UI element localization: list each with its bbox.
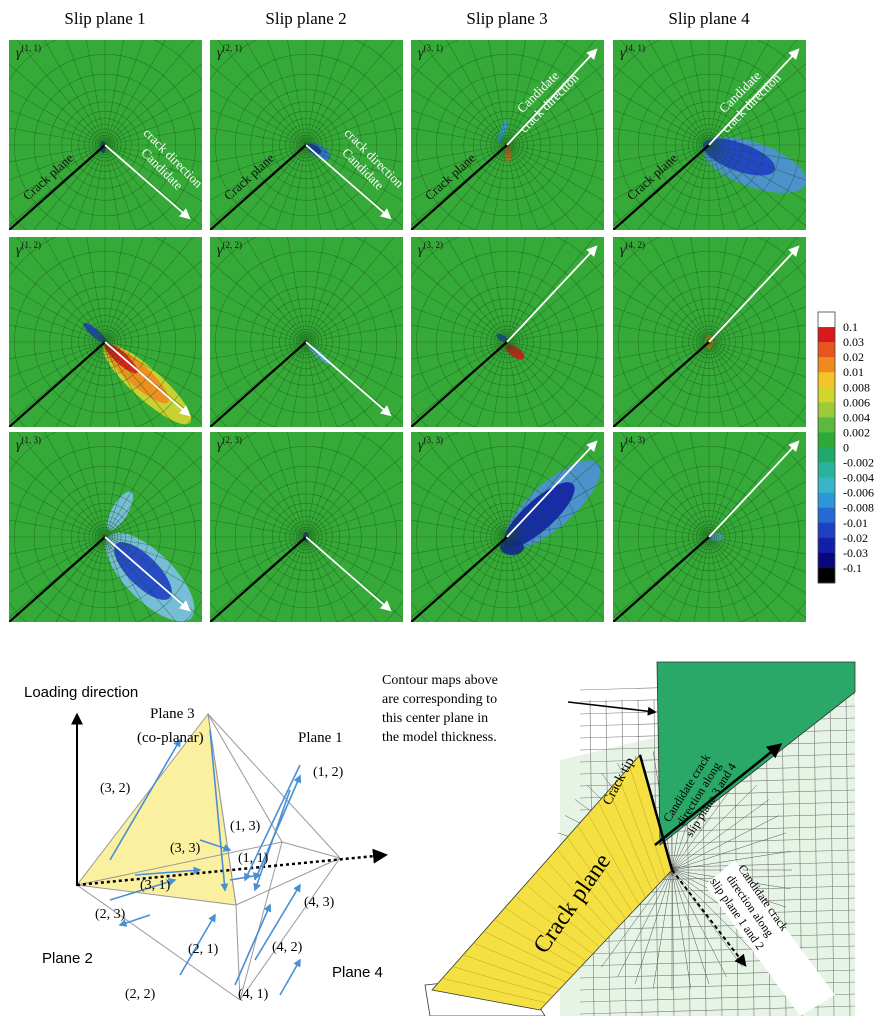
- panel-label-index: (1, 2): [22, 240, 42, 250]
- model-note: Contour maps above: [382, 673, 498, 688]
- colorbar-swatch: [818, 327, 835, 342]
- column-header: Slip plane 1: [64, 9, 145, 28]
- colorbar-label: -0.03: [843, 546, 868, 560]
- colorbar-swatch: [818, 463, 835, 478]
- colorbar-label: -0.004: [843, 471, 874, 485]
- panel-label-index: (2, 1): [223, 43, 243, 53]
- pair-label: (2, 2): [125, 987, 156, 1002]
- panel-label-index: (4, 1): [626, 43, 646, 53]
- panel-label-index: (2, 2): [223, 240, 243, 250]
- column-header: Slip plane 4: [668, 9, 750, 28]
- column-header: Slip plane 2: [265, 9, 346, 28]
- colorbar-label: -0.008: [843, 501, 874, 515]
- colorbar-swatch: [818, 568, 835, 583]
- colorbar-label: 0.02: [843, 350, 864, 364]
- pair-label: (4, 3): [304, 895, 335, 910]
- panel-label-index: (4, 3): [626, 435, 646, 445]
- colorbar-label: 0.03: [843, 335, 864, 349]
- colorbar-swatch: [818, 538, 835, 553]
- schematic-label: Plane 4: [332, 964, 383, 981]
- colorbar-swatch: [818, 417, 835, 432]
- panel-label-index: (2, 3): [223, 435, 243, 445]
- schematic-label: Plane 3: [150, 706, 195, 722]
- schematic-label: Loading direction: [24, 684, 138, 701]
- panel-label-index: (4, 2): [626, 240, 646, 250]
- model-note: this center plane in: [382, 711, 488, 726]
- pair-label: (3, 3): [170, 841, 201, 856]
- octahedron-edge: [236, 905, 240, 1000]
- column-header: Slip plane 3: [466, 9, 547, 28]
- pair-label: (1, 3): [230, 819, 261, 834]
- colorbar-swatch: [818, 448, 835, 463]
- pair-label: (4, 2): [272, 940, 303, 955]
- pair-label: (4, 1): [238, 987, 269, 1002]
- colorbar-swatch: [818, 523, 835, 538]
- slip-direction-arrow: [280, 960, 300, 995]
- colorbar-label: -0.1: [843, 561, 862, 575]
- schematic-label: Plane 1: [298, 730, 343, 746]
- colorbar-label: 0.1: [843, 320, 858, 334]
- colorbar-swatch: [818, 402, 835, 417]
- panel-label-index: (1, 3): [22, 435, 42, 445]
- panel-label-index: (3, 2): [424, 240, 444, 250]
- model-view: [425, 662, 855, 1016]
- pair-label: (2, 3): [95, 907, 126, 922]
- page: Slip plane contour maps {"column_headers…: [0, 0, 892, 1016]
- colorbar-swatch: [818, 478, 835, 493]
- pair-label: (1, 1): [238, 851, 269, 866]
- colorbar-swatch: [818, 357, 835, 372]
- colorbar-swatch: [818, 342, 835, 357]
- colorbar-swatch: [818, 372, 835, 387]
- colorbar-swatch: [818, 508, 835, 523]
- colorbar-swatch: [818, 553, 835, 568]
- octahedron-edge: [282, 842, 340, 858]
- colorbar-label: -0.002: [843, 456, 874, 470]
- colorbar-label: 0: [843, 441, 849, 455]
- colorbar-label: 0.006: [843, 395, 870, 409]
- model-note: are corresponding to: [382, 692, 497, 707]
- pair-label: (2, 1): [188, 942, 219, 957]
- colorbar-swatch: [818, 432, 835, 447]
- panel-label-index: (3, 3): [424, 435, 444, 445]
- colorbar-label: -0.006: [843, 486, 874, 500]
- colorbar-label: -0.02: [843, 531, 868, 545]
- pair-label: (3, 2): [100, 781, 131, 796]
- colorbar-label: 0.01: [843, 365, 864, 379]
- pair-label: (1, 2): [313, 765, 344, 780]
- panel-label-index: (3, 1): [424, 43, 444, 53]
- model-note: the model thickness.: [382, 730, 497, 745]
- figure: Slip plane 1Slip plane 2Slip plane 3Slip…: [0, 0, 892, 1016]
- schematic-label: (co-planar): [137, 730, 204, 746]
- colorbar-swatch: [818, 493, 835, 508]
- schematic-label: Plane 2: [42, 950, 93, 967]
- colorbar-label: 0.004: [843, 410, 870, 424]
- colorbar-label: -0.01: [843, 516, 868, 530]
- colorbar-label: 0.008: [843, 380, 870, 394]
- note-arrow: [568, 702, 655, 712]
- colorbar-label: 0.002: [843, 425, 870, 439]
- colorbar-swatch: [818, 312, 835, 327]
- panel-label-index: (1, 1): [22, 43, 42, 53]
- page-body: Slip plane 1Slip plane 2Slip plane 3Slip…: [0, 0, 892, 1016]
- colorbar-swatch: [818, 387, 835, 402]
- pair-label: (3, 1): [140, 878, 171, 893]
